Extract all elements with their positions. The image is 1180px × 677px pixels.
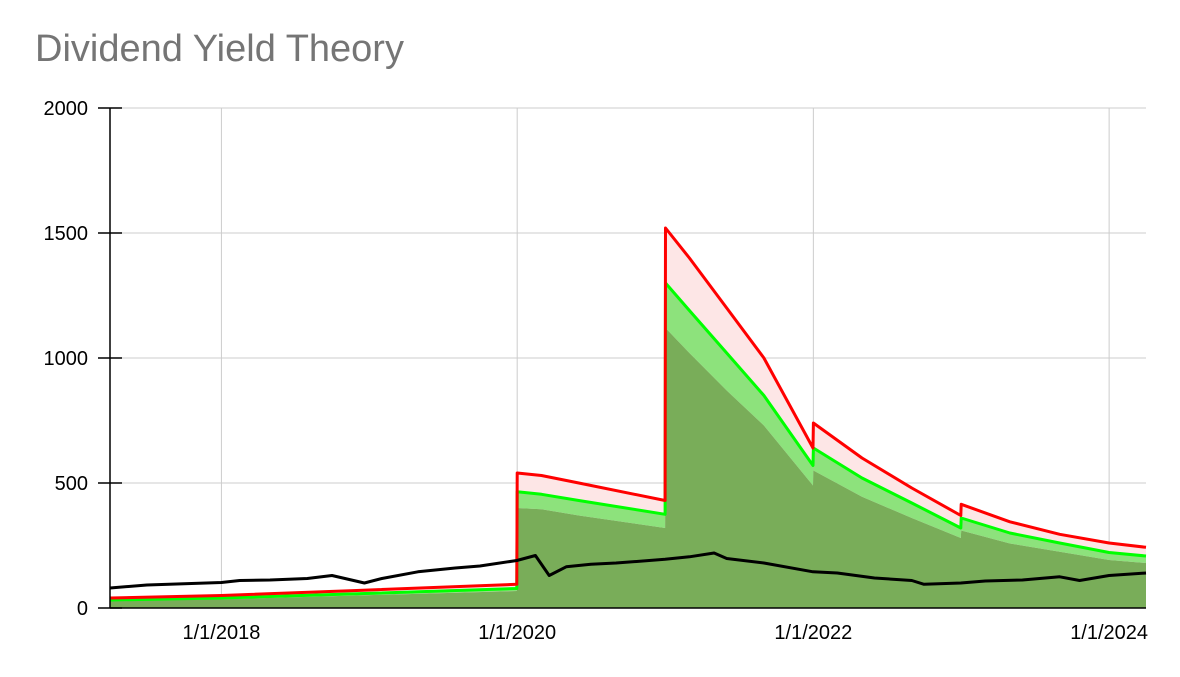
x-tick-label: 1/1/2018 [182, 622, 260, 644]
y-tick-label: 0 [77, 598, 88, 620]
x-tick-label: 1/1/2022 [774, 622, 852, 644]
tick-label-layer: 0 500 1000 1500 2000 1/1/2018 1/1/2020 1/1/2022… [44, 98, 1149, 644]
y-tick-label: 500 [55, 473, 88, 495]
y-tick-label: 1500 [44, 223, 89, 245]
red-series-line [109, 226, 1147, 600]
area-layer [110, 228, 1146, 608]
dark-green-area [110, 328, 1146, 608]
x-tick-label: 1/1/2020 [478, 622, 556, 644]
chart-title: Dividend Yield Theory [35, 28, 404, 70]
x-tick-label: 1/1/2024 [1070, 622, 1148, 644]
y-tick-label: 1000 [44, 348, 89, 370]
y-tick-label: 2000 [44, 98, 89, 120]
axis-layer [98, 107, 1146, 609]
line-layer [109, 226, 1147, 602]
price-series-line [109, 551, 1147, 590]
